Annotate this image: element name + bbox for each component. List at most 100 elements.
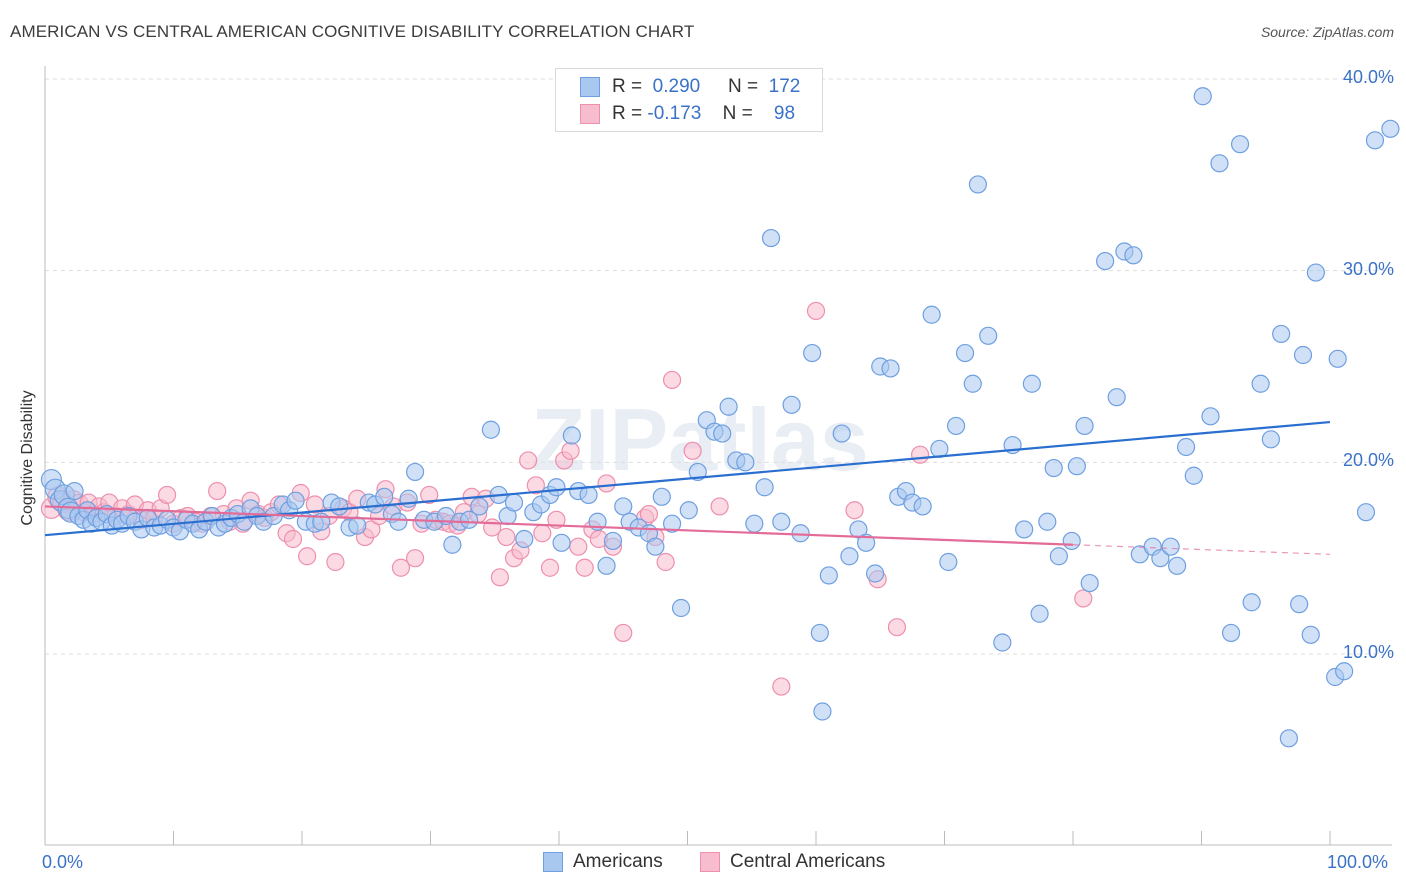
central-americans-point bbox=[561, 441, 580, 460]
americans-point bbox=[1184, 466, 1203, 485]
americans-trend-line bbox=[44, 420, 1331, 537]
americans-point bbox=[1335, 662, 1354, 681]
americans-point bbox=[866, 564, 885, 583]
americans-point bbox=[1365, 131, 1385, 150]
central-americans-point bbox=[526, 476, 545, 495]
central-americans-point bbox=[391, 558, 411, 577]
r-label: R = bbox=[612, 103, 643, 124]
central-americans-point bbox=[405, 549, 425, 568]
central-americans-point bbox=[656, 552, 675, 572]
americans-point bbox=[803, 343, 822, 363]
americans-point bbox=[782, 395, 801, 414]
americans-point bbox=[955, 343, 975, 363]
americans-point bbox=[849, 520, 868, 539]
chart-title: AMERICAN VS CENTRAL AMERICAN COGNITIVE D… bbox=[10, 22, 695, 41]
americans-point bbox=[1049, 547, 1068, 566]
americans-point bbox=[1306, 263, 1325, 282]
americans-point bbox=[579, 485, 598, 505]
n-label: N = bbox=[727, 76, 759, 97]
central-americans-point bbox=[420, 485, 439, 505]
americans-swatch bbox=[580, 77, 600, 97]
americans-point bbox=[443, 535, 462, 554]
americans-point bbox=[547, 478, 566, 497]
americans-point bbox=[688, 462, 707, 482]
central-americans-trend-line bbox=[44, 505, 1074, 546]
central-americans-point bbox=[710, 497, 729, 516]
americans-point bbox=[1107, 388, 1126, 407]
americans-point bbox=[662, 514, 682, 533]
r-value: -0.173 bbox=[647, 103, 702, 124]
americans-point bbox=[1230, 135, 1250, 154]
americans-point bbox=[755, 478, 774, 497]
americans-point bbox=[375, 487, 394, 506]
americans-point bbox=[562, 426, 581, 445]
americans-point bbox=[963, 374, 982, 393]
central-americans-point bbox=[806, 301, 826, 321]
americans-legend-swatch bbox=[543, 852, 563, 872]
central-americans-point bbox=[547, 510, 566, 529]
central-americans-point bbox=[157, 485, 177, 505]
americans-point bbox=[1279, 729, 1298, 748]
americans-point bbox=[389, 512, 408, 531]
y-tick-label-30: 30.0% bbox=[1342, 258, 1394, 279]
central-americans-legend-swatch bbox=[700, 852, 720, 872]
bottom-legend-central-americans: Central Americans bbox=[700, 851, 885, 873]
americans-point bbox=[832, 424, 851, 443]
americans-point bbox=[968, 175, 988, 194]
y-tick-label-20: 20.0% bbox=[1342, 450, 1394, 471]
americans-point bbox=[1044, 458, 1063, 478]
americans-point bbox=[1151, 549, 1170, 568]
americans-point bbox=[813, 702, 832, 721]
americans-points bbox=[40, 87, 1400, 748]
central-americans-point bbox=[533, 524, 552, 543]
americans-point bbox=[286, 491, 305, 510]
americans-point bbox=[515, 529, 534, 549]
central-americans-point bbox=[298, 547, 317, 566]
legend-row-central-americans: R = -0.173 N = 98 bbox=[580, 101, 795, 127]
central-americans-swatch bbox=[580, 104, 600, 124]
americans-point bbox=[1030, 604, 1049, 623]
americans-point bbox=[761, 228, 781, 248]
americans-point bbox=[330, 497, 349, 516]
americans-point bbox=[1080, 573, 1099, 593]
central-americans-point bbox=[326, 552, 345, 572]
americans-point bbox=[713, 424, 732, 443]
americans-point bbox=[922, 305, 941, 324]
central-americans-point bbox=[639, 504, 659, 524]
y-tick-label-40: 40.0% bbox=[1342, 67, 1394, 87]
central-americans-point bbox=[887, 618, 907, 637]
r-label: R = bbox=[612, 76, 643, 97]
central-americans-point bbox=[490, 568, 509, 587]
americans-point bbox=[1328, 349, 1347, 368]
americans-point bbox=[939, 552, 958, 572]
americans-point bbox=[772, 512, 791, 531]
americans-point bbox=[819, 566, 838, 585]
americans-point bbox=[671, 598, 691, 618]
bottom-legend-americans: Americans bbox=[543, 851, 663, 873]
americans-point bbox=[1201, 407, 1220, 426]
americans-point bbox=[810, 623, 829, 643]
n-value: 98 bbox=[773, 103, 796, 124]
central-americans-point bbox=[845, 501, 864, 520]
source-label: Source: ZipAtlas.com bbox=[1260, 24, 1394, 40]
americans-point bbox=[857, 533, 876, 552]
central-americans-trend-line-extension bbox=[1072, 544, 1331, 555]
americans-point bbox=[1381, 119, 1400, 138]
americans-point bbox=[791, 524, 810, 543]
central-americans-points bbox=[40, 301, 1093, 696]
americans-point bbox=[504, 493, 524, 512]
central-americans-point bbox=[662, 370, 682, 390]
n-label: N = bbox=[722, 103, 753, 124]
americans-point bbox=[1022, 374, 1041, 393]
grid-lines bbox=[45, 78, 1392, 655]
americans-point bbox=[652, 487, 671, 506]
americans-point bbox=[1221, 623, 1241, 643]
americans-point bbox=[597, 556, 616, 575]
axes bbox=[44, 66, 1392, 846]
central-americans-legend-label: Central Americans bbox=[730, 851, 886, 872]
central-americans-point bbox=[569, 537, 588, 556]
central-americans-point bbox=[1074, 589, 1093, 608]
central-americans-point bbox=[683, 441, 702, 460]
americans-point bbox=[979, 326, 998, 345]
